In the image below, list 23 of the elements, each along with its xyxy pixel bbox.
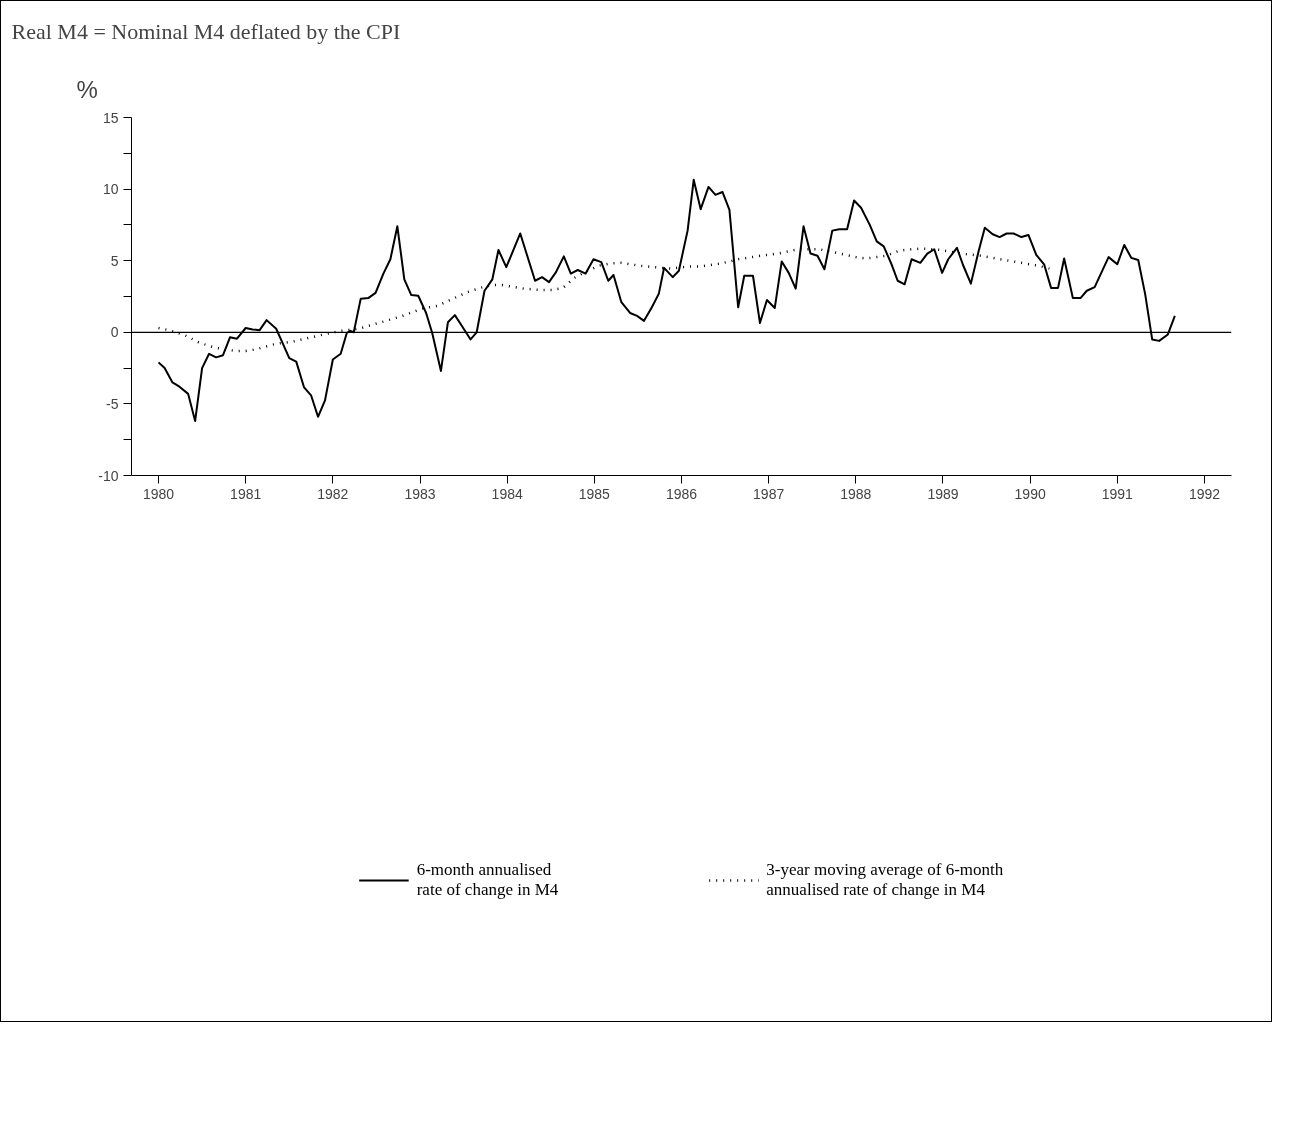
x-tick-label: 1988: [840, 485, 872, 502]
x-tick-label: 1981: [230, 485, 262, 502]
y-tick-label: 0: [110, 324, 119, 341]
x-tick-label: 1982: [317, 485, 349, 502]
x-tick-label: 1980: [142, 485, 175, 502]
x-tick-label: 1987: [753, 485, 785, 502]
y-tick-label: 15: [102, 109, 119, 126]
y-tick-label: 5: [110, 252, 119, 269]
legend-label: 6-month annualised rate of change in M4: [416, 859, 559, 901]
y-tick-label: -5: [106, 395, 119, 412]
x-tick-label: 1984: [491, 485, 523, 502]
y-tick-label: 10: [102, 181, 119, 198]
legend-label: 3-year moving average of 6-month annualised rate of change in M4: [766, 859, 1004, 901]
chart-title: Real M4 = Nominal M4 deflated by the CPI: [11, 18, 401, 44]
y-tick-label: -10: [98, 467, 119, 484]
x-tick-label: 1989: [927, 485, 959, 502]
x-tick-label: 1990: [1014, 485, 1046, 502]
y-axis-title: %: [76, 75, 98, 103]
x-tick-label: 1991: [1101, 485, 1134, 502]
x-tick-label: 1992: [1188, 485, 1221, 502]
x-tick-label: 1985: [578, 485, 611, 502]
x-tick-label: 1983: [404, 485, 436, 502]
x-tick-label: 1986: [665, 485, 698, 502]
